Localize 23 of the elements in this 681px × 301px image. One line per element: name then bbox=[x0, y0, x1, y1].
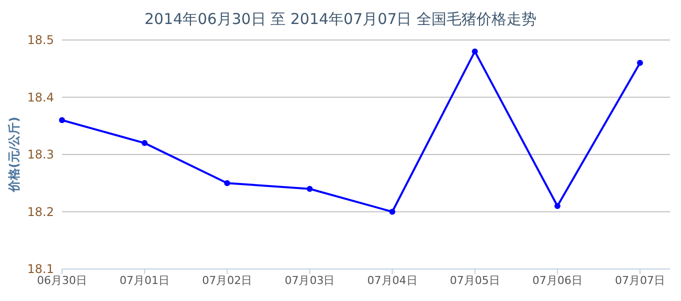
y-tick-label: 18.3 bbox=[27, 148, 54, 162]
x-tick-label: 07月04日 bbox=[367, 274, 418, 287]
x-tick-label: 07月03日 bbox=[284, 274, 335, 287]
point bbox=[637, 60, 643, 66]
point bbox=[142, 140, 148, 146]
point bbox=[306, 186, 313, 192]
point bbox=[389, 208, 396, 215]
x-tick-label: 07月01日 bbox=[120, 274, 170, 287]
point bbox=[554, 203, 560, 210]
y-tick-label: 18.4 bbox=[27, 90, 54, 104]
chart-title: 2014年06月30日 至 2014年07月07日 全国毛猪价格走势 bbox=[144, 10, 536, 28]
y-tick-label: 18.2 bbox=[27, 204, 54, 219]
point bbox=[472, 48, 478, 54]
y-tick-label: 18.1 bbox=[27, 262, 54, 276]
point bbox=[59, 117, 65, 124]
point bbox=[224, 180, 230, 186]
x-tick-label: 07月05日 bbox=[450, 274, 500, 287]
x-tick-label: 07月02日 bbox=[202, 274, 252, 287]
y-tick-label: 18.5 bbox=[27, 33, 54, 47]
x-tick-label: 06月30日 bbox=[37, 274, 87, 287]
x-tick-label: 07月07日 bbox=[615, 274, 665, 287]
y-axis-title: 价格(元/公斤) bbox=[7, 116, 21, 194]
x-tick-label: 07月06日 bbox=[532, 274, 582, 287]
